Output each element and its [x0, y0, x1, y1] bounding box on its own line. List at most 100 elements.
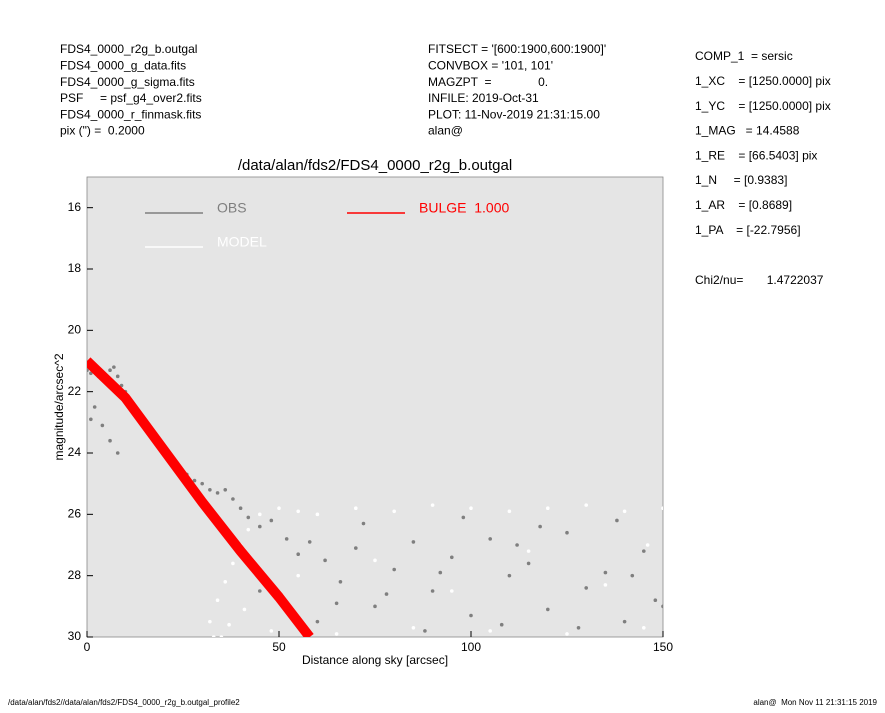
point — [307, 540, 312, 544]
y-tick-label: 30 — [68, 629, 82, 643]
point — [258, 589, 262, 593]
point — [603, 570, 608, 575]
point — [661, 506, 663, 510]
header-line: PLOT: 11-Nov-2019 21:31:15.00 — [428, 107, 600, 121]
point — [296, 552, 301, 556]
point — [284, 537, 289, 541]
point — [231, 497, 235, 501]
point — [653, 598, 658, 602]
point — [469, 613, 473, 618]
point — [246, 515, 251, 520]
header-line: alan@ — [428, 124, 463, 138]
header-line: CONVBOX = '101, 101' — [428, 58, 553, 72]
params: COMP_1 = sersic 1_XC = [1250.0000] pix 1_Y… — [695, 49, 831, 237]
header-line: FITSECT = '[600:1900,600:1900]' — [428, 42, 606, 56]
point — [354, 546, 358, 550]
point — [622, 509, 627, 514]
y-tick-label: 24 — [68, 445, 82, 459]
point — [242, 607, 247, 612]
point — [108, 368, 112, 373]
point — [92, 405, 97, 409]
point — [450, 555, 454, 560]
header-line: FDS4_0000_r_finmask.fits — [60, 107, 201, 121]
point — [100, 423, 105, 428]
point — [354, 506, 358, 511]
point — [488, 629, 493, 633]
point — [361, 521, 366, 526]
point — [208, 619, 212, 624]
y-tick-label: 20 — [68, 323, 82, 337]
y-tick-label: 18 — [68, 261, 82, 275]
point — [661, 604, 663, 609]
point — [269, 629, 274, 633]
point — [315, 619, 320, 624]
param-line: 1_PA = [-22.7956] — [695, 223, 801, 237]
point — [411, 540, 416, 544]
point — [584, 503, 588, 507]
y-tick-label: 28 — [68, 568, 82, 582]
profile-band — [87, 357, 314, 637]
point — [622, 619, 627, 624]
point — [334, 601, 339, 606]
x-label: Distance along sky [arcsec] — [302, 653, 448, 667]
point — [215, 598, 220, 602]
point — [507, 509, 512, 514]
header-line: pix (") = 0.2000 — [60, 124, 145, 138]
point — [515, 543, 519, 547]
point — [411, 626, 416, 630]
point — [488, 537, 493, 541]
chart-title: /data/alan/fds2/FDS4_0000_r2g_b.outgal — [238, 157, 512, 174]
param-line: 1_YC = [1250.0000] pix — [695, 99, 831, 113]
point — [296, 573, 301, 578]
point — [499, 622, 504, 627]
plot-area — [86, 176, 664, 638]
point — [392, 567, 397, 572]
point — [334, 632, 339, 636]
point — [423, 629, 427, 633]
point — [642, 626, 646, 630]
point — [269, 518, 274, 523]
param-line: 1_RE = [66.5403] pix — [695, 148, 817, 162]
legend-label: MODEL — [217, 234, 267, 250]
param-line: 1_XC = [1250.0000] pix — [695, 74, 831, 88]
param-line: 1_AR = [0.8689] — [695, 198, 792, 212]
chi2: Chi2/nu= 1.4722037 — [695, 273, 824, 287]
point — [192, 478, 197, 483]
point — [384, 592, 389, 596]
point — [645, 543, 650, 547]
point — [208, 488, 212, 492]
header-line: FDS4_0000_g_sigma.fits — [60, 75, 195, 89]
header-line: PSF = psf_g4_over2.fits — [60, 91, 202, 105]
point — [238, 506, 243, 511]
point — [507, 573, 512, 578]
point — [373, 604, 377, 609]
footer-right: alan@ Mon Nov 11 21:31:15 2019 — [753, 698, 877, 707]
point — [538, 524, 542, 529]
y-tick-label: 26 — [68, 507, 82, 521]
header-line: FDS4_0000_g_data.fits — [60, 58, 186, 72]
point — [315, 512, 320, 517]
header-left: FDS4_0000_r2g_b.outgal FDS4_0000_g_data.f… — [60, 42, 202, 138]
header-line: FDS4_0000_r2g_b.outgal — [60, 42, 197, 56]
point — [565, 632, 569, 636]
x-tick-label: 50 — [272, 640, 286, 654]
param-line: COMP_1 = sersic — [695, 49, 793, 63]
param-line: 1_N = [0.9383] — [695, 173, 787, 187]
legend-label: OBS — [217, 200, 247, 216]
point — [323, 558, 327, 563]
point — [546, 506, 550, 511]
point — [219, 635, 224, 637]
point — [526, 561, 531, 566]
point — [115, 374, 120, 379]
header-line: MAGZPT = 0. — [428, 75, 548, 89]
point — [296, 509, 301, 514]
x-tick-label: 150 — [653, 640, 673, 654]
point — [87, 368, 89, 372]
y-tick-label: 16 — [68, 200, 82, 214]
point — [223, 488, 228, 492]
point — [231, 561, 235, 566]
point — [450, 589, 454, 593]
point — [215, 491, 220, 495]
point — [603, 583, 608, 587]
point — [576, 626, 581, 630]
